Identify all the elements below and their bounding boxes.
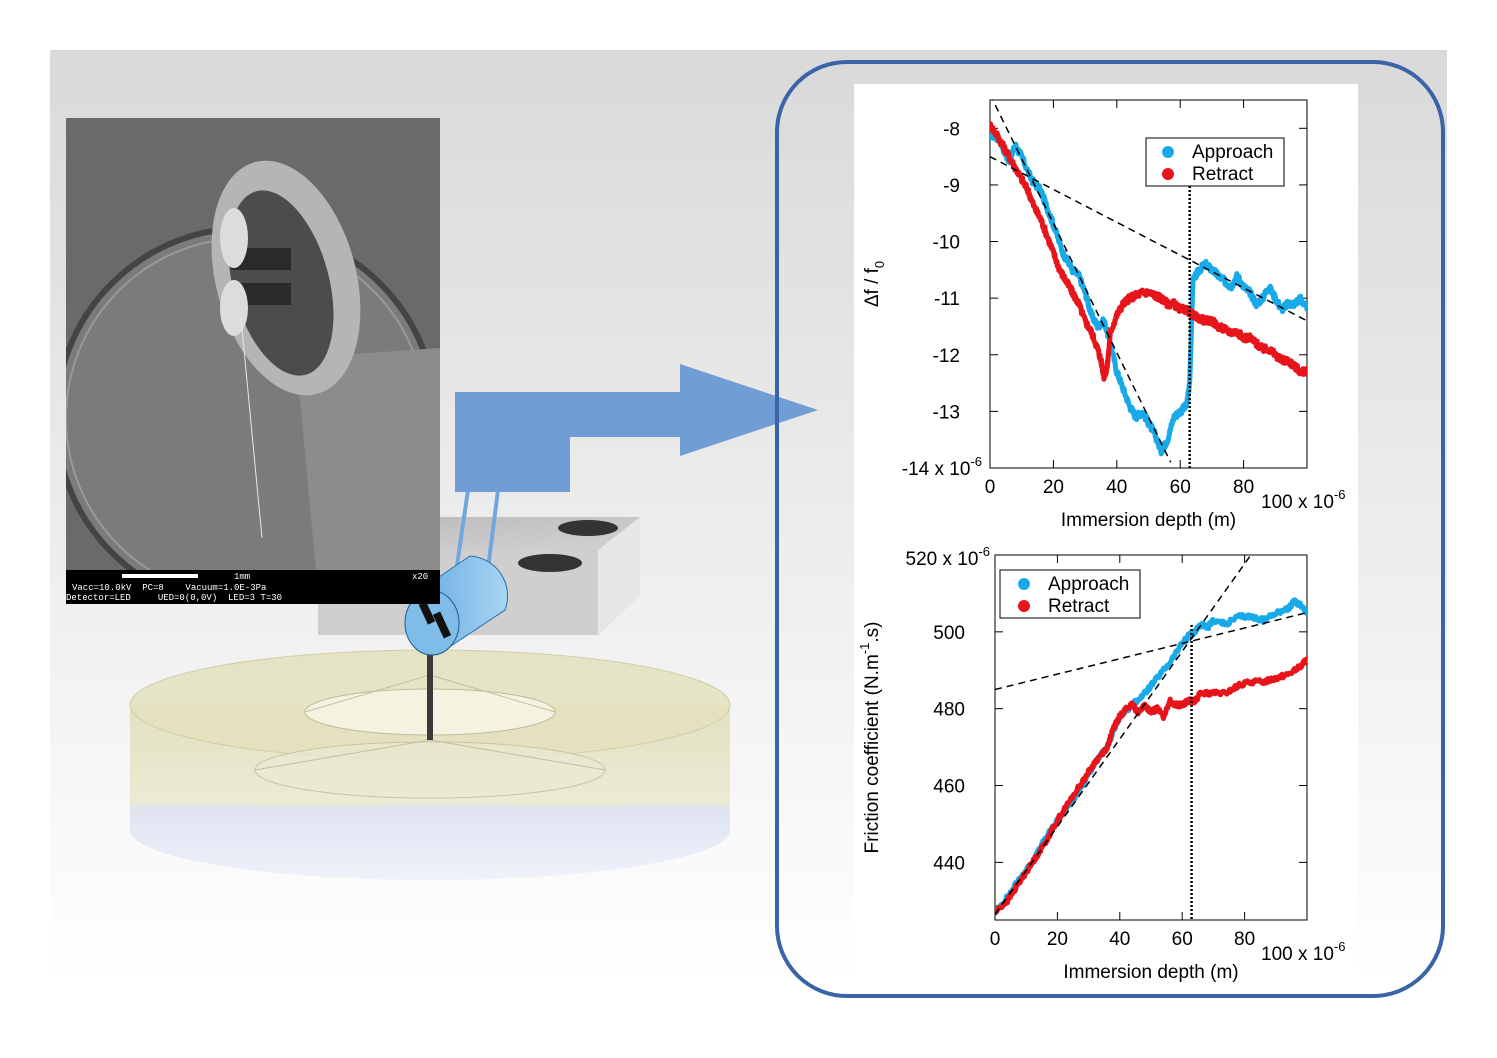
chart-1: 0 20 40 60 80 100 x 10-6 Immersion depth (m) -1…: [862, 99, 1345, 531]
y-tick-label: -10: [933, 233, 960, 254]
series-retract: [990, 121, 1307, 382]
legend-marker-approach: [1018, 578, 1030, 590]
legend-label-approach: Approach: [1192, 142, 1273, 163]
plot-area: [995, 555, 1307, 920]
legend-marker-retract: [1018, 600, 1030, 612]
fit-line-1: [991, 100, 1172, 463]
sem-micrograph: 1mm x20 Vacc=10.0kV PC=8 Vacuum=1.0E-3Pa…: [66, 118, 440, 604]
x-tick-label: 40: [1106, 477, 1127, 498]
tuning-fork-tube: [404, 555, 509, 656]
legend-label-approach: Approach: [1048, 574, 1129, 595]
x-axis-label: Immersion depth (m): [1063, 962, 1238, 983]
series-approach: [995, 597, 1307, 917]
liquid-dish: [129, 649, 731, 880]
probe-fiber: [427, 640, 433, 740]
sem-image: [66, 118, 440, 570]
legend-marker-approach: [1162, 146, 1174, 158]
y-tick-label: -13: [933, 402, 960, 423]
plot-frame: [994, 554, 1308, 921]
sem-magnification: x20: [412, 572, 429, 582]
y-tick-label: -14 x 10-6: [902, 454, 982, 480]
x-tick-label: 20: [1043, 477, 1064, 498]
y-tick-label: 480: [933, 700, 965, 721]
x-tick-label: 0: [990, 929, 1001, 950]
sem-caption-line1: Vacc=10.0kV PC=8 Vacuum=1.0E-3Pa: [72, 583, 267, 593]
series-approach: [990, 128, 1307, 457]
y-top-label: 520 x 10-6: [906, 544, 990, 570]
x-tick-label: 20: [1047, 929, 1068, 950]
y-tick-label: -8: [943, 119, 960, 140]
sem-caption-line2: Detector=LED UED=0(0,0V) LED=3 T=30: [66, 593, 283, 603]
x-tick-label: 40: [1109, 929, 1130, 950]
x-tick-label: 60: [1170, 477, 1191, 498]
sem-scale-label: 1mm: [234, 572, 251, 582]
fit-line-1: [995, 555, 1252, 915]
y-tick-label: 440: [933, 853, 965, 874]
x-tick-label: 0: [985, 477, 996, 498]
legend-marker-retract: [1162, 168, 1174, 180]
x-tick-label: 80: [1234, 929, 1255, 950]
y-tick-label: -9: [943, 176, 960, 197]
charts-frame: [775, 60, 1445, 998]
legend-label-retract: Retract: [1192, 164, 1254, 185]
x-tick-label: 80: [1233, 477, 1254, 498]
series-retract: [995, 656, 1307, 916]
fit-line-2: [995, 611, 1307, 691]
plot-background: [854, 84, 1358, 994]
y-tick-label: -12: [933, 346, 960, 367]
flow-arrow: [455, 364, 818, 492]
x-tick-label: 60: [1172, 929, 1193, 950]
plot-frame: [989, 99, 1308, 469]
y-axis-label: Δf / f0: [862, 261, 887, 307]
sem-caption: 1mm x20 Vacc=10.0kV PC=8 Vacuum=1.0E-3Pa…: [66, 570, 440, 604]
y-tick-label: 500: [933, 623, 965, 644]
x-axis-label: Immersion depth (m): [1061, 510, 1236, 531]
sem-scale-bar: [122, 574, 198, 578]
y-tick-label: 460: [933, 777, 965, 798]
plot-area: [990, 100, 1307, 468]
legend-label-retract: Retract: [1048, 596, 1110, 617]
x-multiplier-label: 100 x 10-6: [1261, 939, 1345, 965]
y-axis-label: Friction coefficient (N.m-1.s): [857, 622, 883, 854]
x-multiplier-label: 100 x 10-6: [1261, 487, 1345, 513]
y-tick-label: -11: [934, 289, 960, 310]
chart-2: 0 20 40 60 80 100 x 10-6 Immersion depth (m) 44…: [857, 544, 1345, 983]
